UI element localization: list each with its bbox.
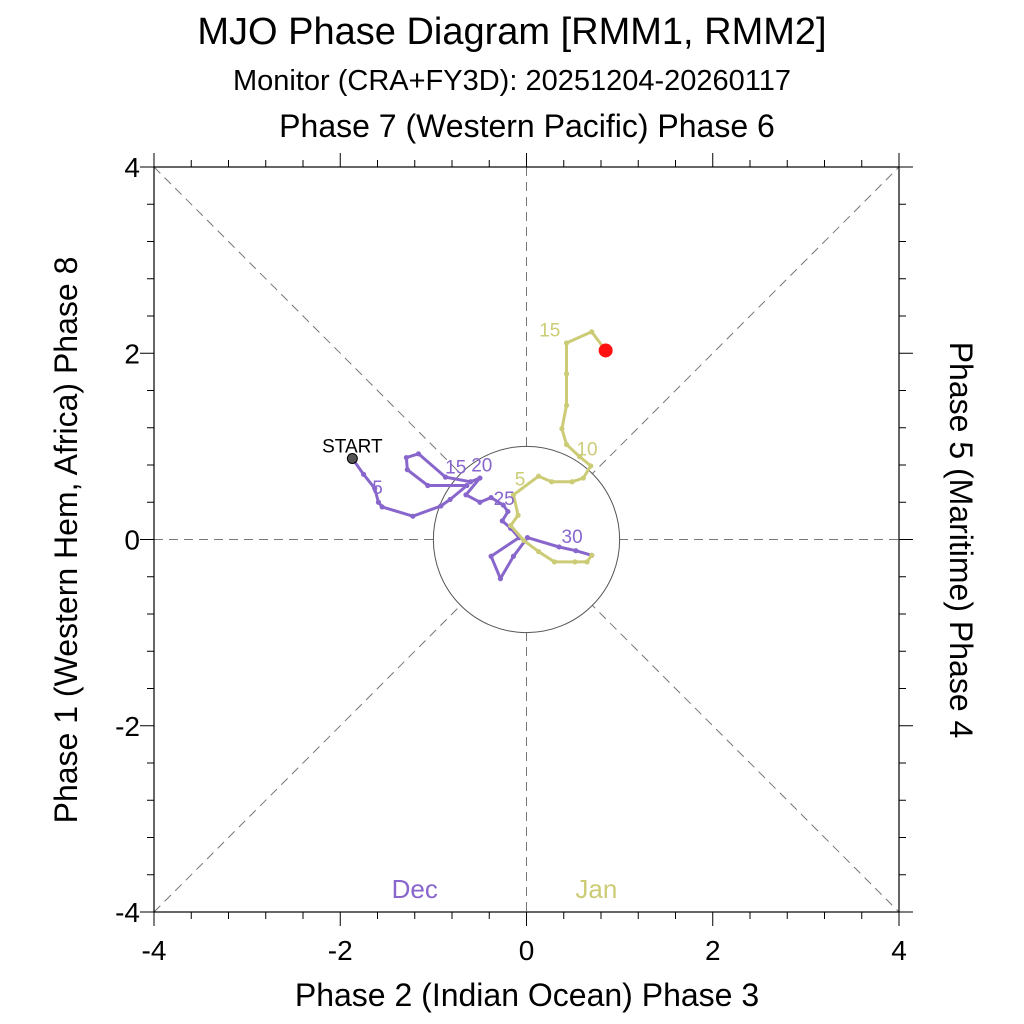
series-point-jan [549, 479, 555, 485]
series-point-dec [477, 475, 483, 481]
series-point-jan [563, 340, 570, 346]
day-label: 15 [445, 457, 466, 478]
tick-labels: -4-4 -2 -2 0 0 2 2 4 4 [115, 152, 907, 966]
series-point-dec [415, 451, 422, 457]
y-tick-label: 0 [124, 525, 140, 556]
series-point-jan [551, 559, 558, 565]
series-point-dec [488, 553, 494, 559]
start-label: START [322, 436, 383, 457]
series-point-jan [563, 371, 570, 377]
y-tick-label: -2 [115, 711, 140, 742]
series-point-dec [404, 467, 410, 473]
series-point-jan [515, 512, 521, 518]
series-point-dec [447, 496, 453, 503]
series-point-jan [580, 475, 586, 481]
x-tick-label: 4 [891, 935, 907, 966]
y-tick-label: -4 [115, 897, 140, 928]
end-marker [598, 343, 613, 358]
series-point-dec [468, 479, 474, 485]
series-point-dec [524, 535, 531, 541]
y-tick-label: 2 [124, 338, 140, 369]
start-marker [346, 452, 358, 464]
day-label: 5 [372, 478, 383, 499]
series-point-dec [556, 544, 562, 550]
y-tick-label: 4 [124, 152, 140, 183]
day-label: 15 [539, 320, 560, 341]
series-point-dec [372, 485, 378, 491]
series-point-dec [464, 482, 470, 489]
series-point-dec [510, 553, 517, 559]
series-point-dec [505, 508, 511, 515]
series-point-dec [463, 492, 469, 498]
series-point-dec [477, 499, 483, 505]
series-point-dec [425, 482, 431, 489]
series-point-jan [536, 473, 542, 479]
x-axis-label: Phase 2 (Indian Ocean) Phase 3 [295, 977, 759, 1013]
series-point-dec [499, 518, 505, 524]
x-tick-label: 0 [519, 935, 535, 966]
series-point-jan [588, 463, 594, 469]
x-tick-label: -4 [142, 935, 167, 966]
series-point-dec [379, 504, 385, 510]
day-label: 5 [515, 469, 526, 490]
month-label-dec: Dec [392, 874, 438, 904]
series-point-dec [488, 494, 494, 501]
series-line-jan [509, 330, 608, 564]
series-point-dec [410, 513, 416, 519]
series-point-jan [572, 559, 578, 565]
series-point-jan [510, 492, 517, 498]
series-point-jan [584, 559, 590, 565]
x-tick-label: 2 [705, 935, 721, 966]
series-point-dec [375, 499, 382, 505]
series-point-jan [563, 441, 570, 448]
month-labels: Dec Jan [392, 874, 618, 904]
series-point-jan [536, 549, 542, 555]
day-label: 10 [576, 440, 597, 461]
y-axis-label-right: Phase 5 (Maritime) Phase 4 [943, 342, 979, 739]
day-label: 20 [471, 456, 492, 477]
series-point-jan [589, 329, 595, 335]
month-label-jan: Jan [575, 874, 617, 904]
series-point-jan [563, 402, 570, 408]
series-point-jan [508, 522, 514, 529]
day-label: 25 [494, 489, 515, 510]
series-point-jan [569, 479, 575, 485]
series-point-dec [497, 576, 504, 582]
markers: START [322, 343, 613, 464]
day-label: 30 [562, 527, 583, 548]
top-axis-label: Phase 7 (Western Pacific) Phase 6 [279, 108, 775, 144]
series-point-jan [589, 552, 595, 558]
series-point-dec [438, 503, 444, 509]
series-point-dec [573, 548, 579, 554]
series-point-dec [442, 474, 449, 480]
series-point-dec [360, 471, 367, 477]
series-point-jan [521, 537, 527, 544]
series-point-dec [500, 502, 506, 508]
series-point-jan [559, 426, 565, 432]
series-layer [349, 329, 609, 582]
axis-ticks [140, 153, 913, 926]
plot-frame [153, 166, 900, 913]
chart-title: MJO Phase Diagram [RMM1, RMM2] [197, 11, 826, 53]
y-axis-label-left: Phase 1 (Western Hem, Africa) Phase 8 [48, 257, 84, 824]
chart-subtitle: Monitor (CRA+FY3D): 20251204-20260117 [233, 65, 791, 97]
x-tick-label: -2 [328, 935, 353, 966]
series-point-jan [576, 454, 583, 460]
series-point-dec [403, 454, 409, 461]
